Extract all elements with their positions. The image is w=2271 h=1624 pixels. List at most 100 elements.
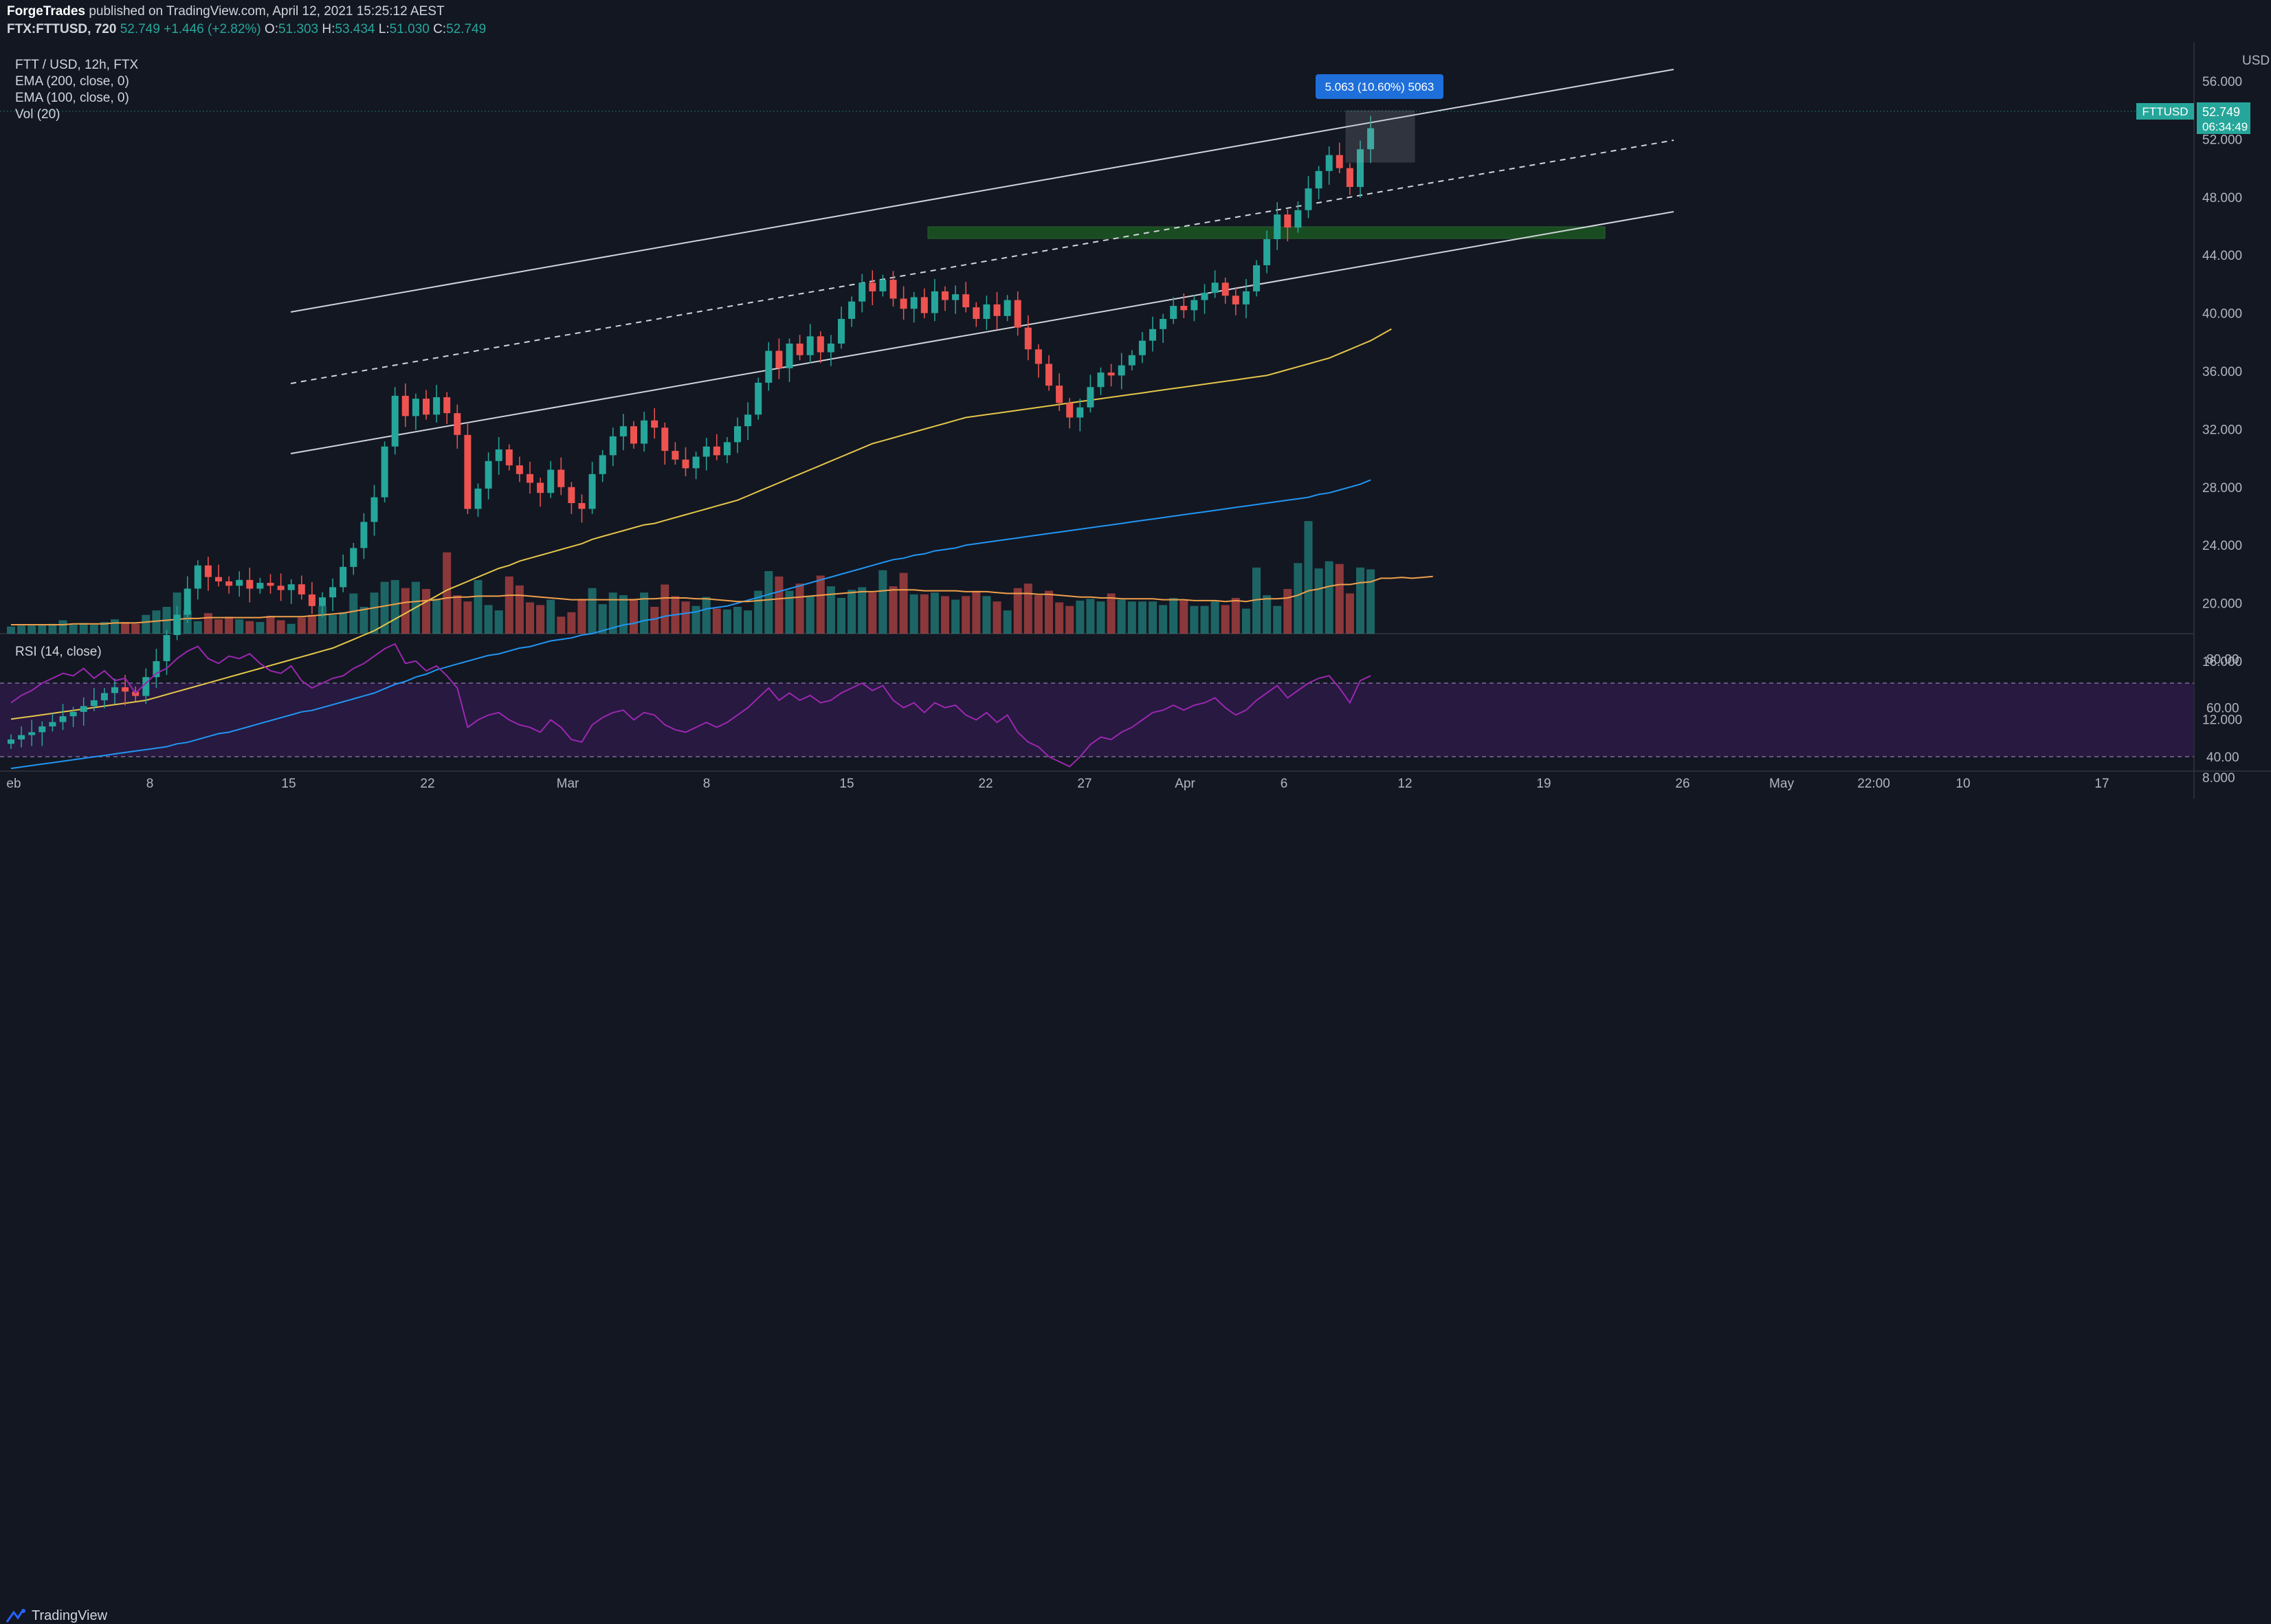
volume-bar (630, 599, 638, 634)
candle-body (80, 706, 87, 712)
rsi-band (0, 683, 2194, 757)
candle-body (1066, 403, 1074, 418)
volume-bar (1325, 561, 1333, 634)
rsi-tick-label: 60.00 (2206, 702, 2239, 716)
time-tick-label: Mar (557, 777, 579, 791)
footer: TradingView (0, 799, 2271, 1623)
price-tick-label: 52.000 (2202, 133, 2242, 147)
candle-body (173, 614, 181, 636)
candle-body (609, 436, 617, 456)
candle-body (1118, 365, 1125, 376)
candle-body (391, 395, 399, 447)
volume-bar (58, 620, 67, 634)
candle-body (1221, 282, 1229, 296)
channel-mid-line[interactable] (290, 140, 1674, 384)
candle-body (1004, 300, 1011, 316)
tradingview-logo-icon[interactable] (5, 1608, 27, 1623)
volume-bar (848, 590, 856, 634)
candle-body (194, 565, 201, 589)
candle-body (734, 426, 741, 443)
legend-vol[interactable]: Vol (20) (15, 107, 60, 122)
volume-bar (858, 587, 867, 634)
tradingview-brand[interactable]: TradingView (32, 1608, 108, 1623)
measure-label-box[interactable] (1316, 74, 1443, 99)
candle-body (1087, 387, 1094, 408)
legend-rsi[interactable]: RSI (14, close) (15, 645, 102, 659)
candle-body (1160, 319, 1167, 329)
volume-bar (1366, 569, 1375, 634)
volume-bar (401, 588, 410, 634)
candle-body (28, 732, 36, 735)
candle-body (1045, 364, 1052, 386)
candle-body (1149, 329, 1156, 341)
candle-body (806, 336, 814, 355)
candle-body (713, 446, 720, 456)
candle-body (38, 726, 46, 733)
candle-body (1107, 372, 1115, 376)
time-axis[interactable]: eb 8 15 22 Mar 8 15 22 27 Apr 6 12 19 26 May 22:00 10 17 (6, 777, 2109, 791)
volume-bar (993, 601, 1001, 634)
candle-body (910, 297, 918, 309)
legend-ema200[interactable]: EMA (200, close, 0) (15, 74, 129, 89)
measure-label: 5.063 (10.60%) 5063 (1325, 80, 1434, 93)
time-tick-label: 8 (703, 777, 711, 791)
volume-bar (826, 586, 835, 634)
candle-body (827, 343, 834, 353)
channel-lower-line[interactable] (290, 211, 1674, 454)
candle-body (464, 434, 472, 509)
volume-bar (1200, 605, 1209, 634)
volume-bar (962, 596, 971, 634)
volume-bar (69, 625, 78, 634)
time-tick-label: 15 (839, 777, 854, 791)
candle-body (588, 474, 596, 509)
rsi-axis[interactable]: 80.00 60.00 40.00 (2206, 652, 2239, 765)
candle-body (1056, 386, 1063, 403)
volume-bar (1356, 567, 1364, 634)
volume-bar (795, 583, 804, 634)
volume-bars (7, 521, 1375, 634)
candle-body (1211, 282, 1219, 293)
volume-bar (38, 625, 47, 634)
candle-body (1325, 155, 1333, 171)
measure-box[interactable] (1345, 110, 1415, 163)
candle-body (215, 577, 222, 581)
open-label: O: (264, 22, 278, 36)
price-tick-label: 36.000 (2202, 365, 2242, 379)
candle-body (236, 579, 243, 586)
candle-body (1232, 296, 1239, 304)
candle-body (505, 449, 513, 466)
candle-body (723, 442, 731, 456)
candle-body (1097, 372, 1105, 388)
legend-ema100[interactable]: EMA (100, close, 0) (15, 91, 129, 105)
price-axis[interactable]: 56.000 52.000 48.000 44.000 40.000 36.000 32.0… (2202, 75, 2242, 799)
candlesticks (8, 115, 1375, 749)
close-value: 52.749 (446, 22, 487, 36)
ohlc-line: FTX:FTTUSD, 720 52.749 +1.446 (+2.82%) O… (7, 22, 486, 37)
volume-bar (764, 571, 773, 634)
volume-bar (691, 605, 700, 634)
publisher-name[interactable]: ForgeTrades (7, 4, 86, 19)
candle-body (993, 304, 1001, 316)
volume-bar (972, 590, 981, 634)
candle-body (599, 455, 606, 474)
channel-upper-line[interactable] (290, 69, 1674, 313)
rsi-tick-label: 40.00 (2206, 750, 2239, 765)
candle-body (1024, 327, 1032, 350)
volume-bar (1034, 595, 1043, 634)
volume-bar (775, 576, 784, 634)
price-chart[interactable]: 5.063 (10.60%) 5063 FTT / USD, 12h, FTX … (0, 43, 2271, 799)
countdown: 06:34:49 (2202, 120, 2248, 133)
candle-body (1014, 300, 1021, 328)
close-label: C: (433, 22, 447, 36)
candle-body (350, 548, 357, 567)
time-tick-label: 26 (1675, 777, 1690, 791)
volume-bar (359, 607, 368, 634)
volume-bar (422, 589, 430, 634)
volume-bar (142, 614, 151, 634)
open-value: 51.303 (278, 22, 319, 36)
time-tick-label: 17 (2094, 777, 2109, 791)
volume-bar (1252, 567, 1261, 634)
volume-bar (1117, 599, 1126, 634)
candle-body (744, 414, 752, 427)
volume-bar (785, 590, 794, 634)
